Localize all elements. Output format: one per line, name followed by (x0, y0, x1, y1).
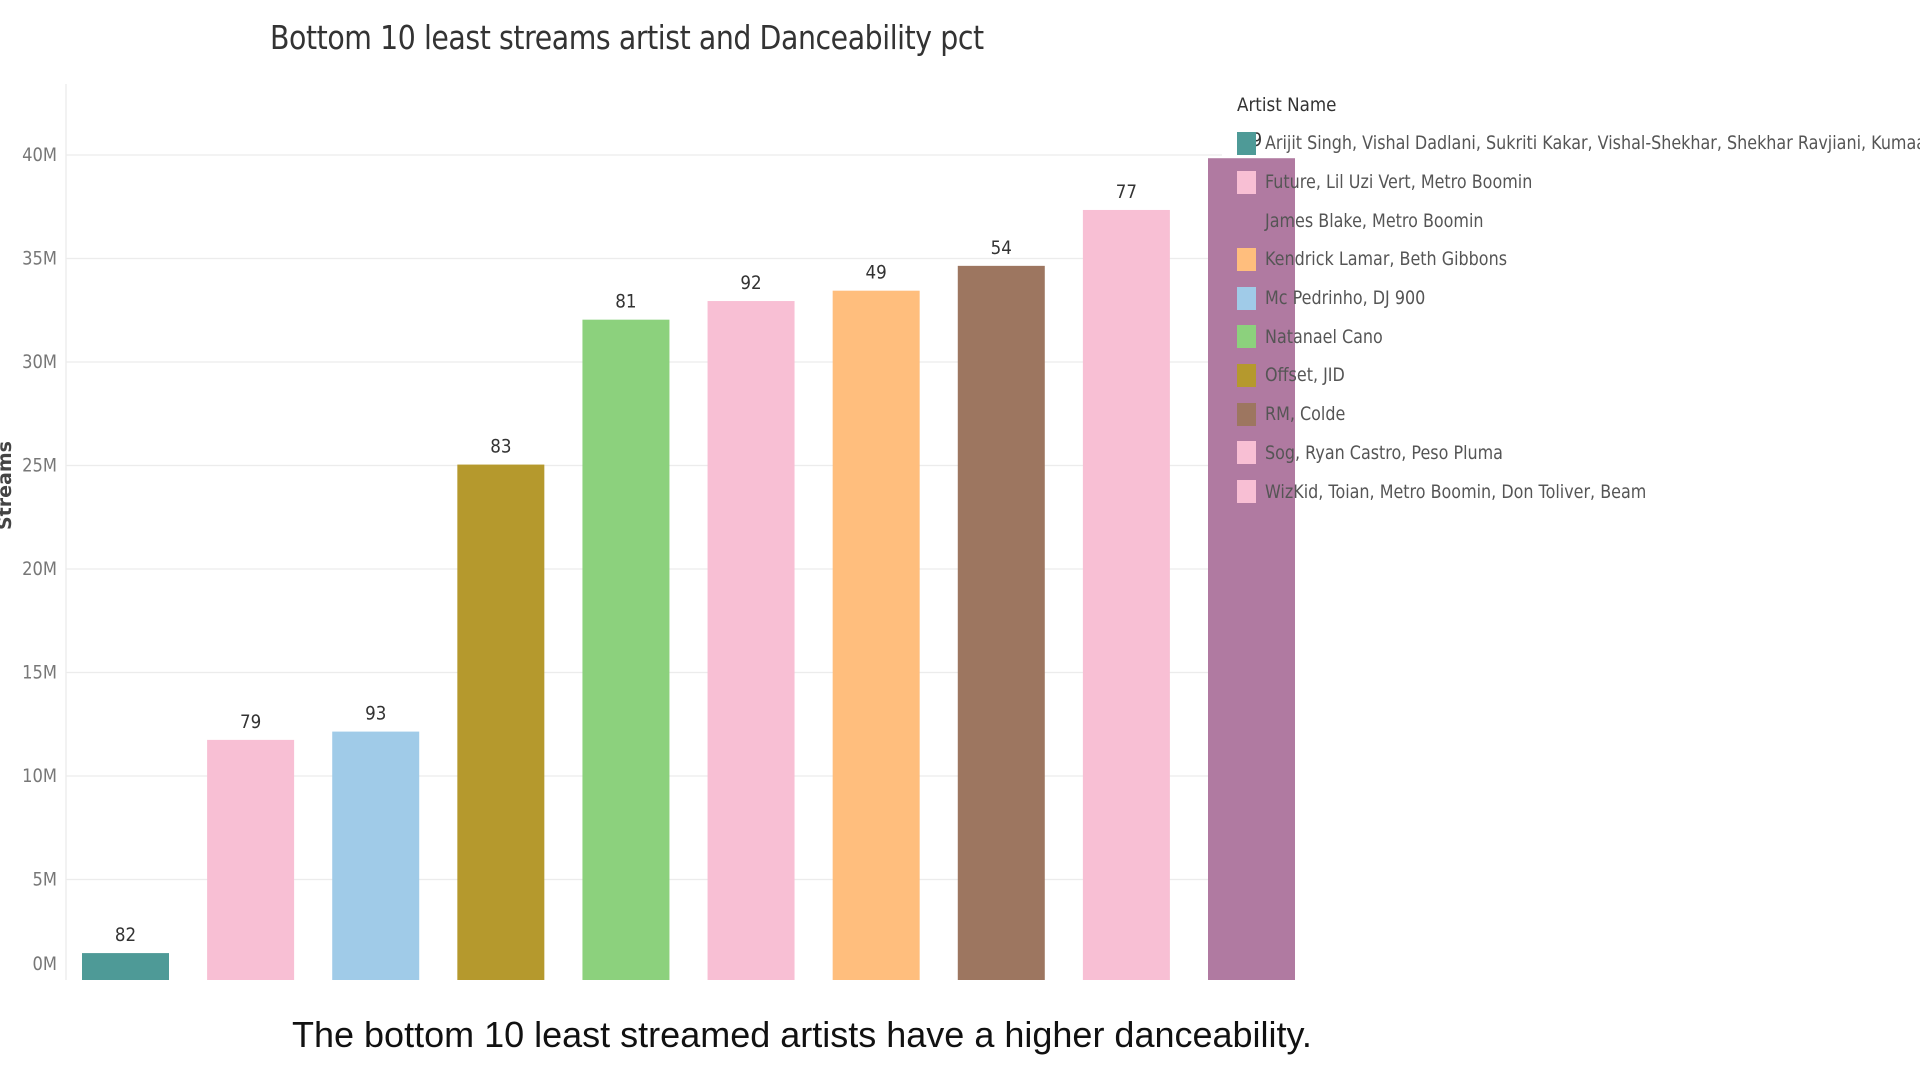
legend-label: Mc Pedrinho, DJ 900 (1265, 287, 1425, 309)
legend-label: WizKid, Toian, Metro Boomin, Don Toliver… (1265, 481, 1646, 503)
bar-data-label: 81 (615, 291, 636, 313)
legend-label: Natanael Cano (1265, 326, 1383, 348)
y-tick-label: 5M (33, 869, 57, 890)
bar[interactable] (958, 266, 1045, 980)
legend-label: Offset, JID (1265, 364, 1345, 386)
bar[interactable] (332, 732, 419, 980)
legend-swatch (1237, 325, 1256, 348)
legend-items: Arijit Singh, Vishal Dadlani, Sukriti Ka… (1237, 124, 1920, 511)
y-tick-label: 0M (33, 954, 57, 975)
legend-swatch (1237, 480, 1256, 503)
legend-swatch (1237, 248, 1256, 271)
legend-item[interactable]: Offset, JID (1237, 356, 1920, 395)
legend-title: Artist Name (1237, 94, 1920, 124)
bar-data-label: 79 (240, 711, 261, 733)
chart-caption: The bottom 10 least streamed artists hav… (292, 1014, 1312, 1056)
y-tick-label: 25M (22, 455, 57, 476)
y-tick-label: 20M (22, 559, 57, 580)
bar-data-label: 77 (1116, 181, 1137, 203)
y-tick-label: 30M (22, 352, 57, 373)
legend-label: Future, Lil Uzi Vert, Metro Boomin (1265, 171, 1532, 193)
bar[interactable] (582, 320, 669, 980)
bar-data-label: 82 (115, 924, 136, 946)
bar-chart-plot: 0M 5M 10M 15M 20M 25M 30M 35M 40M 82 79 93 83 81 92 49 5… (0, 0, 1230, 1000)
y-tick-label: 15M (22, 662, 57, 683)
legend-item[interactable]: Arijit Singh, Vishal Dadlani, Sukriti Ka… (1237, 124, 1920, 163)
legend-item[interactable]: Future, Lil Uzi Vert, Metro Boomin (1237, 163, 1920, 202)
y-tick-label: 40M (22, 145, 57, 166)
bar[interactable] (207, 740, 294, 980)
bar-data-label: 54 (991, 237, 1012, 259)
legend-item[interactable]: Natanael Cano (1237, 317, 1920, 356)
bar[interactable] (1083, 210, 1170, 980)
bar-data-label: 92 (740, 272, 761, 294)
legend-label: Kendrick Lamar, Beth Gibbons (1265, 248, 1507, 270)
legend-label: RM, Colde (1265, 403, 1345, 425)
bar-data-label: 83 (490, 436, 511, 458)
legend-swatch (1237, 209, 1256, 232)
bar[interactable] (833, 291, 920, 980)
legend: Artist Name Arijit Singh, Vishal Dadlani… (1237, 94, 1920, 511)
legend-label: Arijit Singh, Vishal Dadlani, Sukriti Ka… (1265, 132, 1920, 154)
bar[interactable] (457, 465, 544, 980)
legend-label: Sog, Ryan Castro, Peso Pluma (1265, 442, 1503, 464)
legend-swatch (1237, 441, 1256, 464)
legend-swatch (1237, 132, 1256, 155)
bar[interactable] (82, 953, 169, 980)
y-tick-label: 10M (22, 766, 57, 787)
legend-item[interactable]: WizKid, Toian, Metro Boomin, Don Toliver… (1237, 472, 1920, 511)
legend-item[interactable]: RM, Colde (1237, 395, 1920, 434)
legend-swatch (1237, 171, 1256, 194)
legend-item[interactable]: Mc Pedrinho, DJ 900 (1237, 279, 1920, 318)
legend-item[interactable]: Kendrick Lamar, Beth Gibbons (1237, 240, 1920, 279)
legend-swatch (1237, 403, 1256, 426)
legend-swatch (1237, 364, 1256, 387)
legend-item[interactable]: Sog, Ryan Castro, Peso Pluma (1237, 434, 1920, 473)
bar[interactable] (708, 301, 795, 980)
legend-item[interactable]: James Blake, Metro Boomin (1237, 201, 1920, 240)
y-tick-label: 35M (22, 248, 57, 269)
bar-data-label: 49 (866, 262, 887, 284)
bar-data-label: 93 (365, 703, 386, 725)
legend-swatch (1237, 287, 1256, 310)
legend-label: James Blake, Metro Boomin (1265, 210, 1484, 232)
